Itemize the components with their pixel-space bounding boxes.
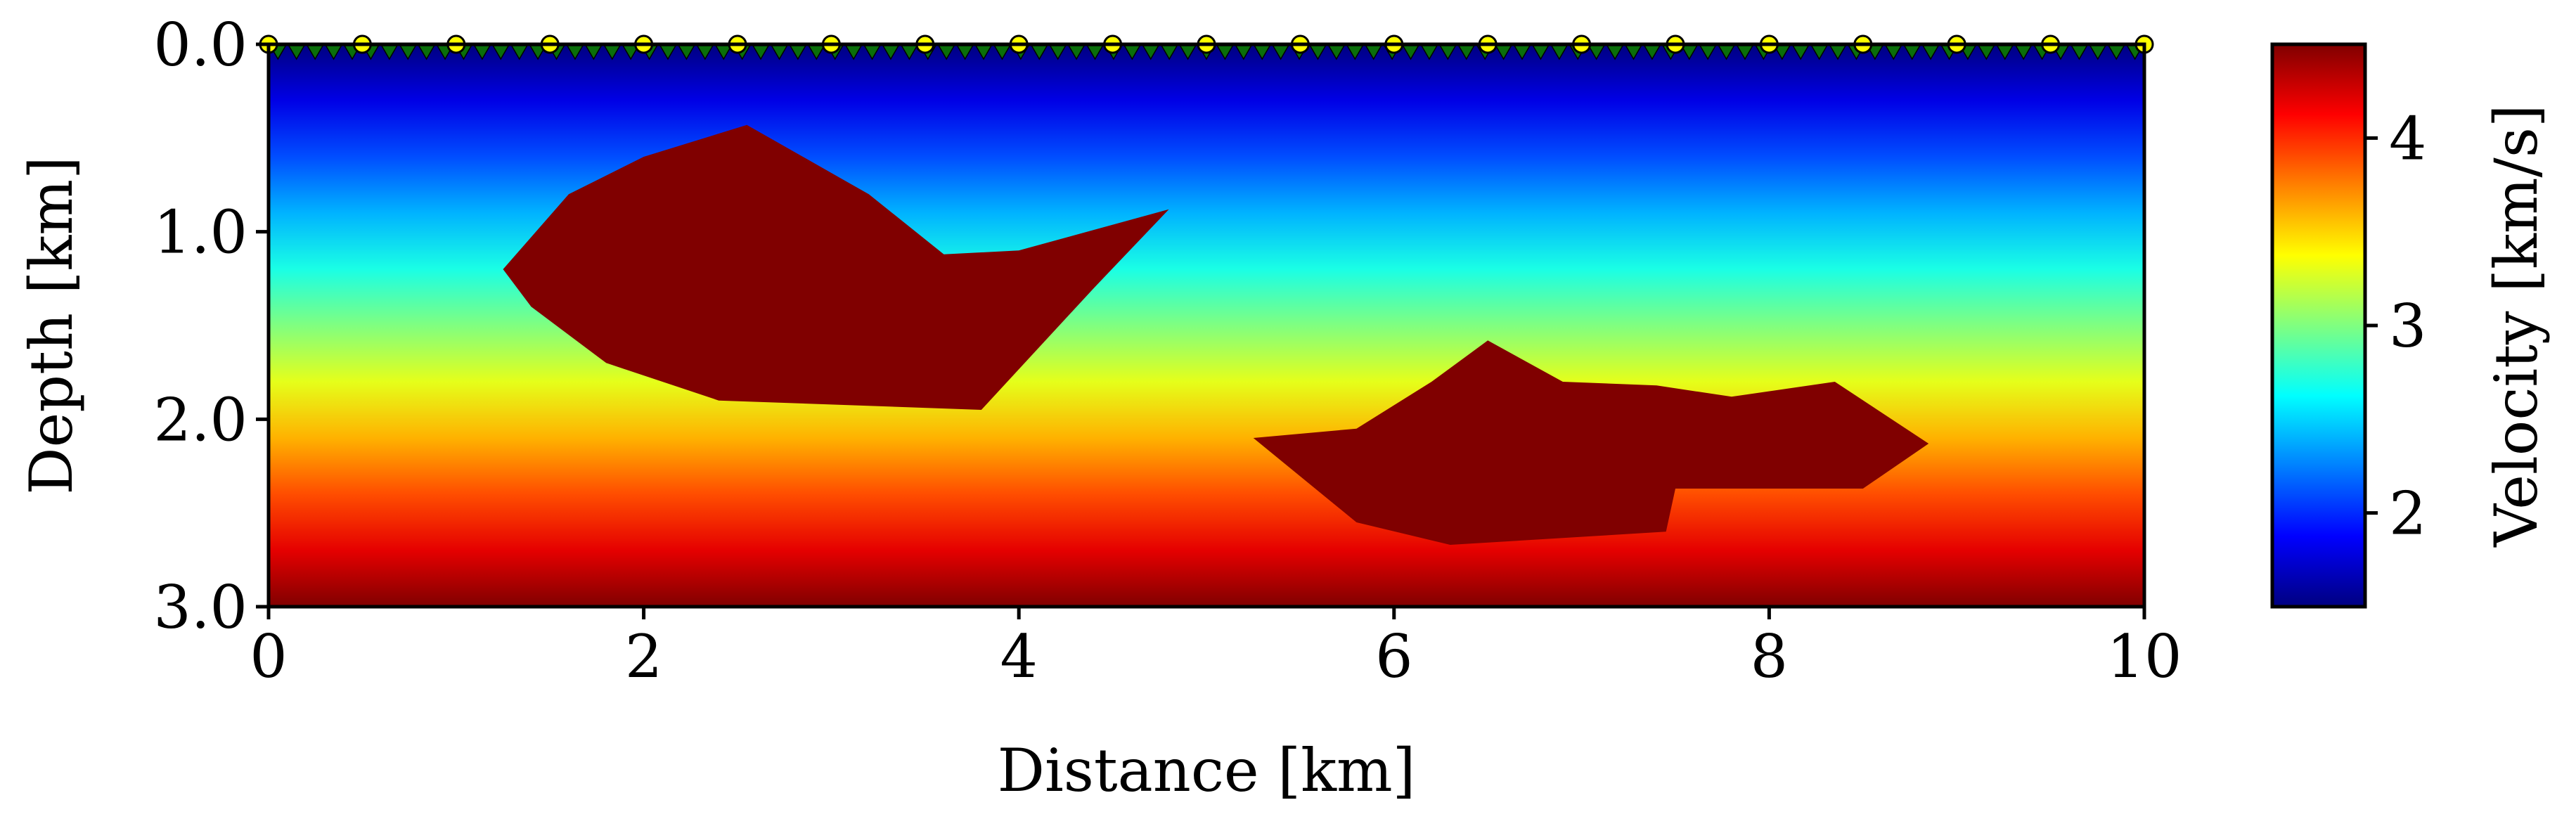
anomaly-layer [503,124,1929,545]
plot-frame [266,42,2146,609]
y-tick-label: 0.0 [153,11,247,79]
x-tick-label: 0 [250,622,287,691]
x-tick-label: 2 [625,622,662,691]
colorbar-tick-label: 3 [2389,292,2426,361]
velocity-anomaly-2 [1253,340,1929,545]
colorbar-tick-label: 2 [2389,479,2426,548]
velocity-anomaly-1 [503,124,1169,410]
x-tick-label: 4 [1000,622,1037,691]
velocity-field [269,44,2144,607]
y-tick-label: 3.0 [153,573,247,642]
x-tick-label: 6 [1375,622,1412,691]
colorbar-tick-label: 4 [2389,104,2426,173]
y-axis-label: Depth [km] [17,156,86,494]
y-axis: 0.0 1.0 2.0 3.0 [153,11,269,642]
colorbar: 2 3 4 Velocity [km/s] [2270,42,2551,609]
plot-area [259,34,2154,609]
y-tick-label: 2.0 [153,385,247,454]
colorbar-scale [2270,42,2367,609]
x-tick-label: 10 [2107,622,2182,691]
x-tick-label: 8 [1751,622,1788,691]
colorbar-label: Velocity [km/s] [2482,104,2551,547]
colorbar-axis: 2 3 4 [2365,104,2426,548]
x-axis-label: Distance [km] [998,736,1416,805]
y-tick-label: 1.0 [153,198,247,267]
x-axis: 0 2 4 6 8 10 [250,607,2182,691]
